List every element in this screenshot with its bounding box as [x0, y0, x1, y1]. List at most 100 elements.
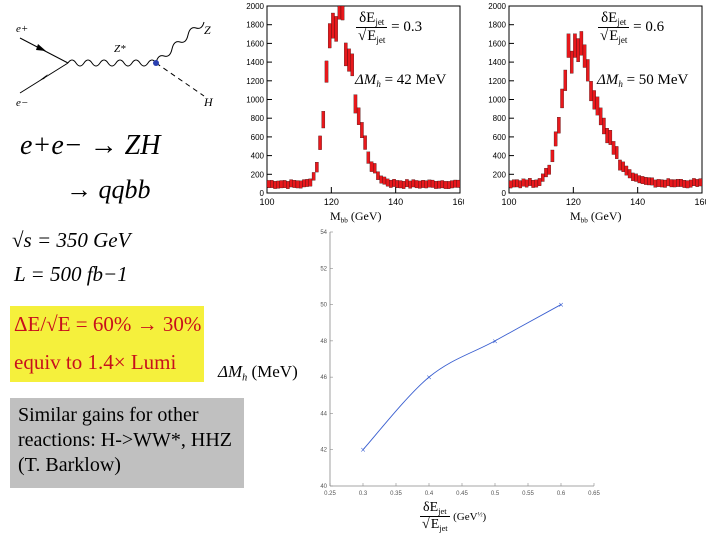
hist-bin: [653, 179, 658, 188]
x-tick-label: 120: [324, 197, 339, 207]
hist-bin: [528, 178, 532, 186]
x-tick-label: 0.4: [425, 491, 434, 497]
x-tick-label: 0.3: [359, 491, 368, 497]
hist-bin: [331, 12, 335, 39]
hist-bin: [295, 180, 300, 189]
hist-bin: [308, 178, 313, 187]
data-point: ×: [558, 301, 564, 309]
label-e-plus: e+: [16, 23, 28, 35]
hist-bin: [379, 175, 383, 184]
y-tick-label: 1600: [488, 39, 506, 48]
hist-bin: [395, 180, 400, 188]
hist-bin: [302, 179, 306, 188]
hist-bin: [608, 130, 613, 145]
hist-bin: [440, 180, 445, 189]
y-tick-label: 46: [320, 375, 327, 381]
y-tick-label: 1800: [246, 21, 264, 30]
hist-bin: [334, 16, 338, 42]
z-boson-line: [155, 21, 205, 64]
hist-bin: [347, 48, 351, 72]
y-tick-label: 0: [502, 189, 507, 198]
hist-bin: [353, 94, 358, 114]
hist-bin: [582, 44, 587, 68]
y-tick-label: 1200: [246, 77, 264, 86]
decay-equation: → qqbb: [66, 175, 151, 204]
hist-bin: [647, 177, 651, 186]
hist-bin: [660, 179, 664, 188]
luminosity: L = 500 fb−1: [14, 262, 128, 286]
hist-bin: [356, 107, 361, 125]
hist-bin: [541, 173, 545, 182]
center-of-mass-energy: √s = 350 GeV: [12, 228, 131, 252]
hist-bin: [508, 180, 513, 189]
hist-bin: [434, 181, 438, 189]
hist-bin: [327, 23, 332, 49]
hist-bin: [618, 159, 622, 171]
hist-bin: [521, 178, 526, 187]
hist-bin: [373, 163, 377, 174]
y-tick-label: 1000: [246, 96, 264, 105]
hist-bin: [566, 33, 571, 58]
hist-bin: [305, 179, 309, 187]
hist-bin: [385, 178, 390, 187]
hist-bin: [547, 164, 551, 175]
hist-bin: [369, 161, 374, 172]
hist-bin: [299, 180, 303, 189]
y-tick-label: 800: [251, 114, 265, 123]
y-tick-label: 1800: [488, 21, 506, 30]
hist-bin: [576, 38, 580, 63]
hist-bin: [360, 122, 364, 139]
hist-bin: [270, 180, 274, 188]
hist-bin: [408, 180, 412, 189]
h1-mass-error-annotation: ΔMh = 42 MeV: [355, 72, 447, 90]
hist-bin: [389, 179, 393, 188]
x-tick-label: 140: [388, 197, 403, 207]
x-tick-label: 100: [501, 197, 516, 207]
hist-bin: [289, 179, 293, 188]
hist-bin: [266, 180, 271, 189]
y-tick-label: 200: [251, 170, 265, 179]
y-tick-label: 1400: [246, 58, 264, 67]
y-tick-label: 48: [320, 339, 327, 345]
x-tick-label: 0.25: [324, 491, 336, 497]
resolution-improvement: ΔE/√E = 60% → 30%: [14, 312, 202, 336]
hist-bin: [624, 165, 629, 176]
hist-bin: [592, 90, 596, 110]
hist-bin: [637, 175, 642, 184]
hist-bin: [627, 169, 632, 179]
h2-mass-error-annotation: ΔMh = 50 MeV: [597, 72, 689, 90]
hist-bin: [427, 179, 432, 188]
hist-bin: [456, 179, 461, 188]
x-tick-label: 100: [259, 197, 274, 207]
luminosity-equivalence: equiv to 1.4× Lumi: [14, 350, 177, 374]
hist-bin: [605, 127, 609, 144]
hist-bin: [579, 31, 584, 56]
hist-bin: [544, 167, 548, 178]
hist-bin: [631, 172, 635, 181]
label-z-star: Z*: [114, 43, 126, 55]
hist-bin: [595, 96, 600, 116]
hist-bin: [621, 161, 625, 172]
hist-bin: [376, 171, 380, 180]
hist-bin: [282, 180, 287, 188]
hist-bin: [321, 111, 326, 129]
z-star-propagator: [67, 59, 157, 67]
x-tick-label: 0.35: [390, 491, 402, 497]
line-x-axis-label: δEjet √Ejet (GeV½): [420, 500, 487, 533]
hist-bin: [656, 179, 661, 187]
hist-bin: [286, 181, 290, 189]
hist-bin: [672, 179, 677, 188]
hist-bin: [453, 179, 457, 188]
hist-bin: [340, 5, 345, 21]
reaction-equation: e+e− → ZH: [20, 130, 161, 161]
hist-bin: [682, 180, 687, 188]
y-tick-label: 1400: [488, 58, 506, 67]
hist-bin: [663, 179, 667, 188]
hist-bin: [276, 180, 280, 189]
note-text: Similar gains for other reactions: H->WW…: [18, 404, 232, 476]
x-tick-label: 140: [630, 197, 645, 207]
y-tick-label: 200: [493, 170, 507, 179]
note-box: [10, 398, 244, 488]
y-tick-label: 54: [320, 230, 327, 236]
hist-bin: [279, 180, 284, 189]
